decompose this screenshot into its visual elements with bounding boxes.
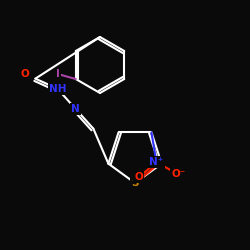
Text: N⁺: N⁺	[149, 157, 164, 167]
Text: I: I	[56, 69, 60, 79]
Text: O: O	[134, 172, 143, 182]
Text: S: S	[131, 178, 139, 188]
Text: N: N	[71, 104, 80, 114]
Text: O: O	[21, 69, 30, 79]
Text: NH: NH	[48, 84, 66, 94]
Text: O⁻: O⁻	[171, 169, 186, 179]
